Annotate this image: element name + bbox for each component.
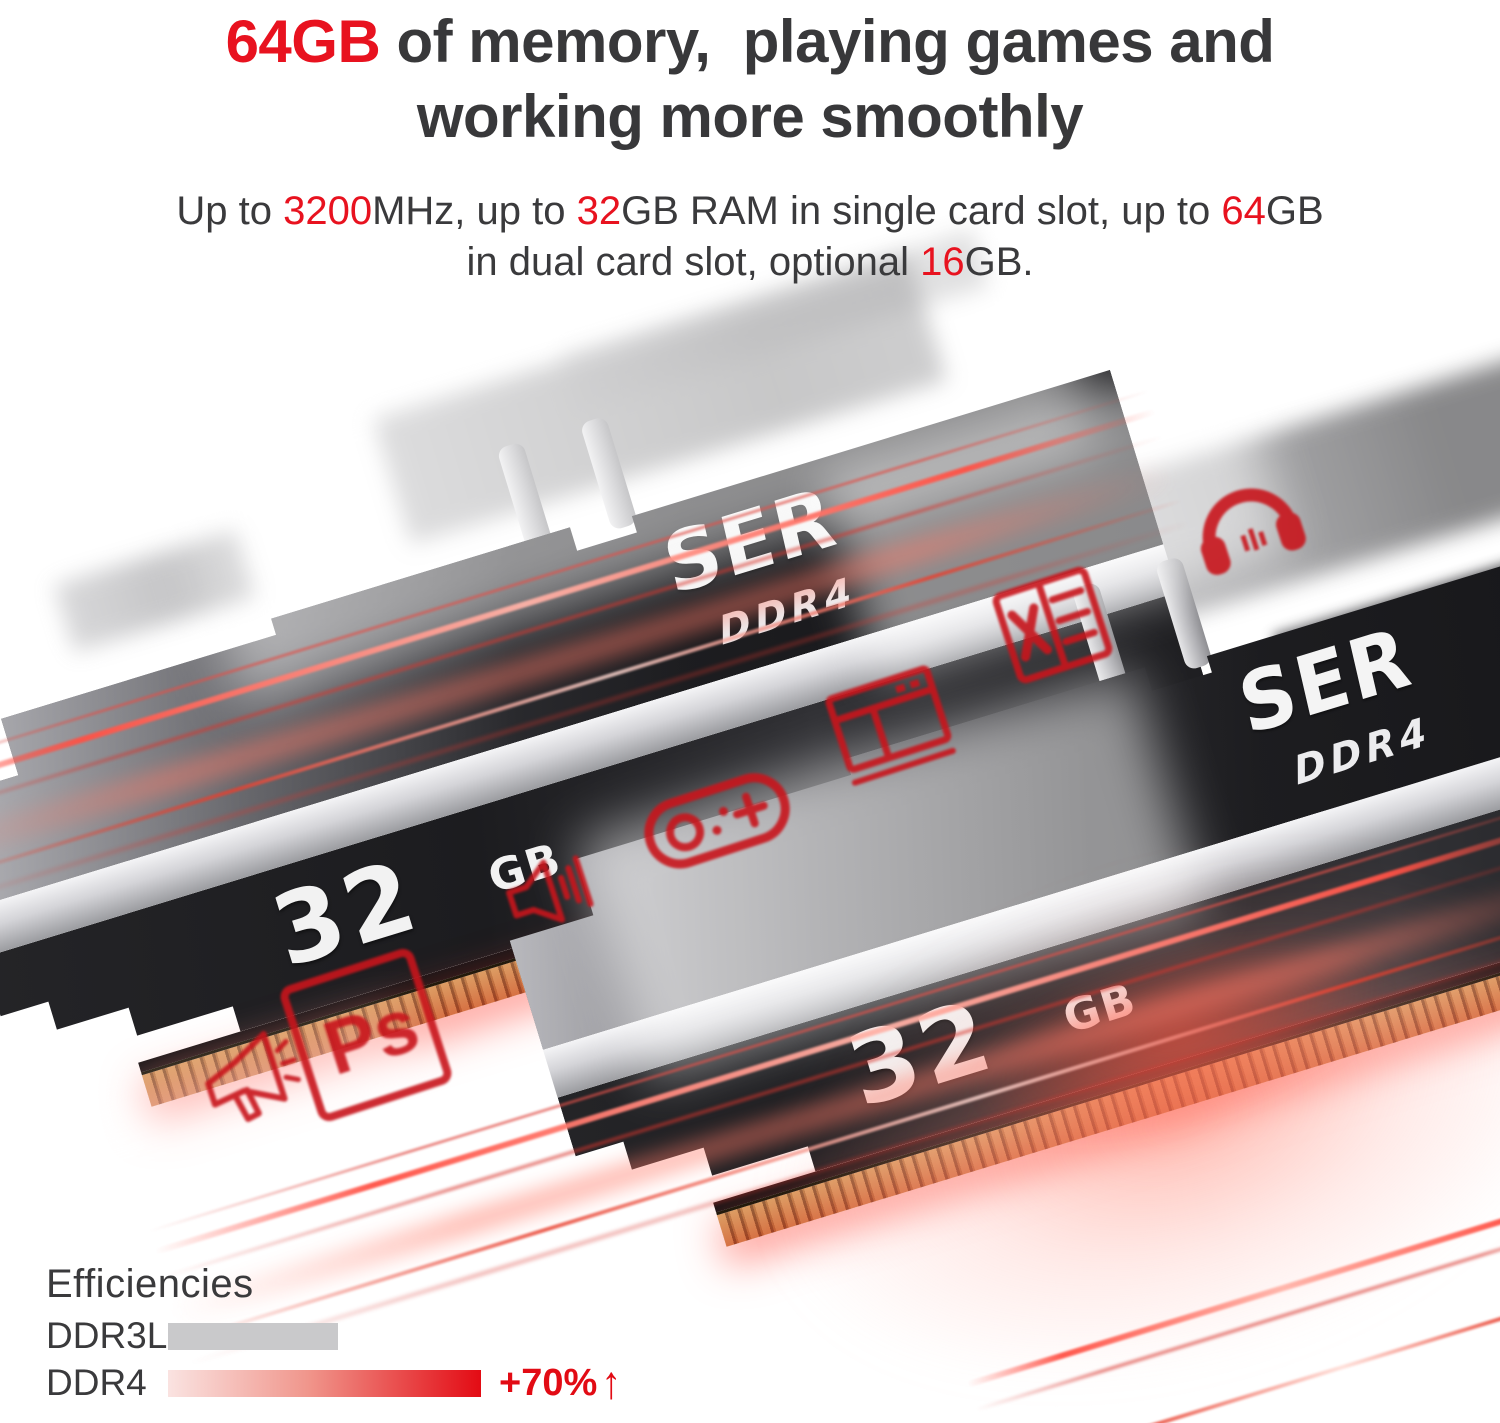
subtitle-text: GB <box>1265 189 1324 233</box>
mount-hole <box>64 1041 85 1062</box>
headline-line2: working more smoothly <box>416 83 1084 150</box>
headphones-icon <box>1169 442 1320 593</box>
gain-annotation: +70% ↑ <box>499 1357 621 1408</box>
gain-value: +70% <box>499 1361 598 1404</box>
svg-text:Ps: Ps <box>314 982 429 1092</box>
subtitle-highlight-32: 32 <box>576 189 622 233</box>
speaker-icon <box>494 838 606 947</box>
megaphone-icon <box>188 1017 316 1148</box>
subtitle-text: Up to <box>176 189 284 233</box>
gamepad-icon <box>622 738 810 897</box>
spreadsheet-x-icon <box>987 561 1118 689</box>
chart-row-ddr4: DDR4 +70% ↑ <box>46 1357 621 1408</box>
photoshop-ps-icon: Ps <box>272 941 459 1129</box>
bar-ddr4 <box>168 1369 481 1397</box>
chart-row-ddr3l: DDR3L <box>46 1315 621 1356</box>
subtitle: Up to 3200MHz, up to 32GB RAM in single … <box>0 186 1500 288</box>
headline: 64GB of memory, playing games and working… <box>0 4 1500 154</box>
subtitle-text: GB. <box>964 240 1034 284</box>
subtitle-highlight-3200: 3200 <box>283 189 373 233</box>
bar-label-ddr4: DDR4 <box>46 1362 147 1403</box>
subtitle-text: MHz, up to <box>372 189 577 233</box>
bar-label-ddr3l: DDR3L <box>46 1315 168 1356</box>
efficiency-chart: Efficiencies DDR3L DDR4 +70% ↑ <box>46 1262 621 1408</box>
window-icon <box>819 655 961 790</box>
headline-line1-rest: of memory, playing games and <box>380 8 1275 75</box>
subtitle-text: in dual card slot, optional <box>466 240 921 284</box>
up-arrow-icon: ↑ <box>601 1357 622 1408</box>
chart-title: Efficiencies <box>46 1262 254 1306</box>
subtitle-highlight-64: 64 <box>1221 189 1266 233</box>
bar-ddr3l <box>168 1322 338 1350</box>
subtitle-highlight-16: 16 <box>920 240 965 284</box>
headline-highlight: 64GB <box>225 8 381 75</box>
subtitle-text: GB RAM in single card slot, up to <box>621 189 1222 233</box>
